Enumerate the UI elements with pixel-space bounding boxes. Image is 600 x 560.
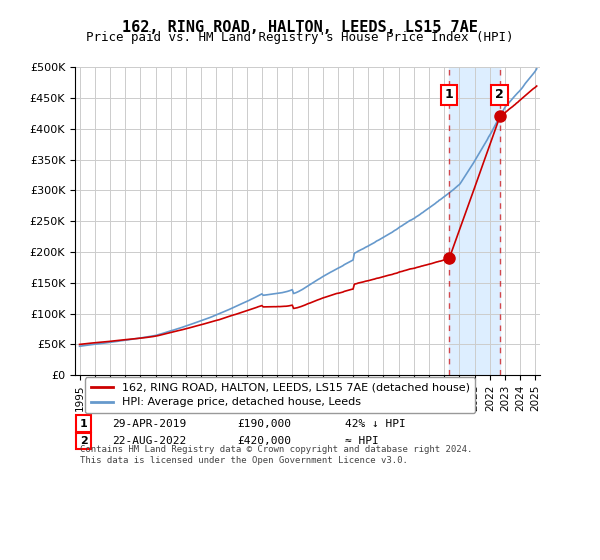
Bar: [449, 67, 500, 375]
Text: 29-APR-2019: 29-APR-2019: [112, 418, 187, 428]
Text: £420,000: £420,000: [238, 436, 292, 446]
Text: Contains HM Land Registry data © Crown copyright and database right 2024.
This d: Contains HM Land Registry data © Crown c…: [80, 445, 472, 465]
Text: 1: 1: [80, 418, 88, 428]
Text: 2: 2: [495, 88, 504, 101]
Text: £190,000: £190,000: [238, 418, 292, 428]
Text: 1: 1: [445, 88, 454, 101]
Text: 2: 2: [80, 436, 88, 446]
Legend: 162, RING ROAD, HALTON, LEEDS, LS15 7AE (detached house), HPI: Average price, de: 162, RING ROAD, HALTON, LEEDS, LS15 7AE …: [85, 377, 475, 413]
Text: 22-AUG-2022: 22-AUG-2022: [112, 436, 187, 446]
Text: 42% ↓ HPI: 42% ↓ HPI: [344, 418, 406, 428]
Text: Price paid vs. HM Land Registry's House Price Index (HPI): Price paid vs. HM Land Registry's House …: [86, 31, 514, 44]
Text: ≈ HPI: ≈ HPI: [344, 436, 379, 446]
Text: 162, RING ROAD, HALTON, LEEDS, LS15 7AE: 162, RING ROAD, HALTON, LEEDS, LS15 7AE: [122, 20, 478, 35]
